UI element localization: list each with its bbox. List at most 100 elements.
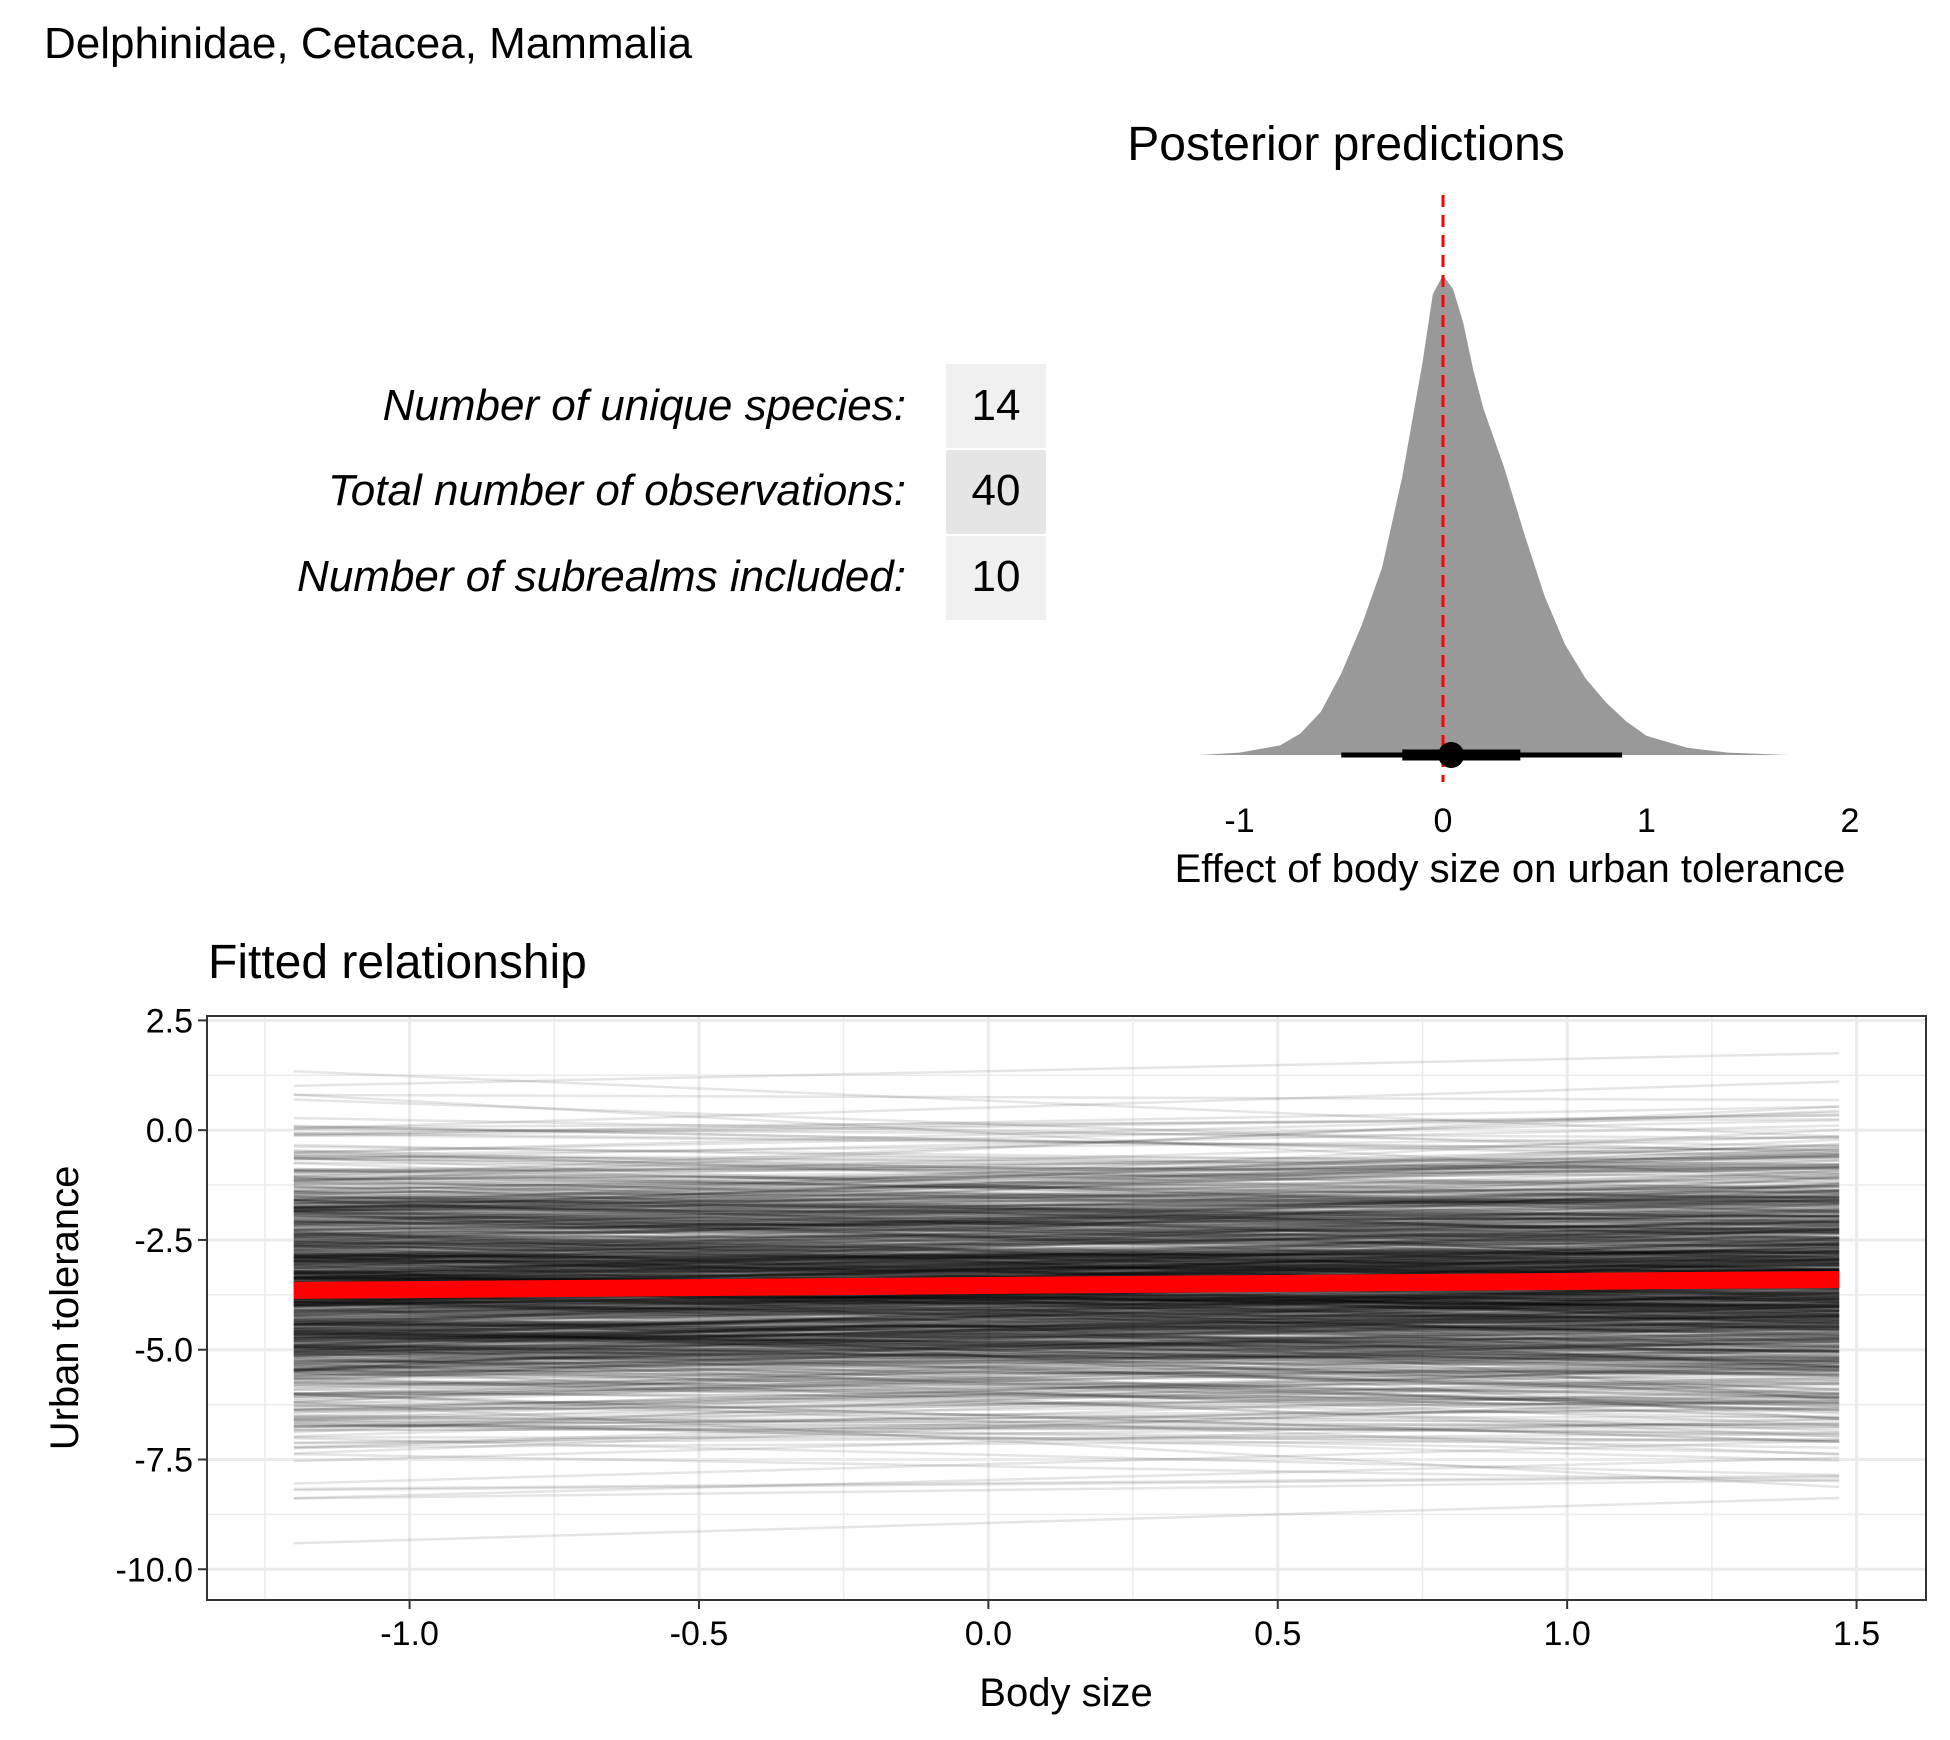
posterior-draw-line [293,1205,1840,1213]
posterior-draw-line [293,1197,1840,1206]
posterior-draw-line [293,1195,1840,1287]
posterior-draw-line [293,1342,1840,1356]
fitted-x-tick-label: 1.5 [1833,1615,1880,1653]
posterior-draw-line [293,1244,1840,1271]
posterior-draw-line [293,1355,1840,1360]
posterior-draw-line [293,1182,1840,1193]
posterior-draw-line [293,1339,1840,1381]
fitted-x-tick-label: 0.0 [965,1615,1012,1653]
posterior-draw-line [293,1251,1840,1258]
posterior-draw-line [293,1375,1840,1432]
posterior-draw-line [293,1209,1840,1224]
posterior-x-tick-label: -1 [1224,802,1254,840]
posterior-draw-line [293,1323,1840,1374]
posterior-draw-line [293,1350,1840,1363]
posterior-draw-line [293,1301,1840,1323]
fitted-x-tick-label: 0.5 [1254,1615,1301,1653]
posterior-draw-line [293,1199,1840,1246]
posterior-draw-line [293,1189,1840,1207]
posterior-draw-line [293,1183,1840,1210]
posterior-draw-line [293,1263,1840,1272]
posterior-draw-line [293,1269,1840,1278]
posterior-draw-line [293,1338,1840,1349]
posterior-draw-line [293,1422,1840,1455]
posterior-draw-line [293,1184,1840,1247]
posterior-draw-line [293,1335,1840,1369]
posterior-draw-line [293,1395,1840,1412]
posterior-draw-line [293,1227,1840,1247]
posterior-draw-line [293,1128,1840,1209]
posterior-draw-line [293,1374,1840,1423]
posterior-draw-line [293,1252,1840,1264]
posterior-draw-line [293,1293,1840,1301]
posterior-draw-line [293,1149,1840,1205]
posterior-draw-line [293,1340,1840,1376]
posterior-draw-line [293,1298,1840,1332]
posterior-draw-line [293,1331,1840,1373]
posterior-draw-line [293,1220,1840,1228]
posterior-draw-line [293,1297,1840,1304]
posterior-draw-line [293,1331,1840,1363]
posterior-draw-line [293,1296,1840,1369]
posterior-draw-line [293,1383,1840,1412]
fitted-y-tick-label: 2.5 [146,1002,193,1040]
posterior-draw-line [293,1238,1840,1286]
posterior-draw-line [293,1314,1840,1355]
posterior-draw-line [293,1306,1840,1343]
posterior-draw-line [293,1253,1840,1286]
posterior-draw-line [293,1368,1840,1414]
posterior-draw-line [293,1195,1840,1227]
posterior-draw-line [293,1406,1840,1428]
posterior-draw-line [293,1244,1840,1262]
posterior-draw-line [293,1329,1840,1340]
posterior-draw-line [293,1205,1840,1227]
posterior-draw-line [293,1191,1840,1212]
posterior-draw-line [293,1320,1840,1355]
posterior-draw-line [293,1314,1840,1345]
posterior-draw-line [293,1226,1840,1234]
posterior-draw-line [293,1192,1840,1245]
posterior-draw-line [293,1291,1840,1307]
posterior-draw-line [293,1293,1840,1347]
table-cell-bg-subrealms [946,536,1046,620]
posterior-draw-line [293,1161,1840,1175]
posterior-draw-line [293,1343,1840,1399]
posterior-draw-line [293,1093,1840,1182]
posterior-draw-line [293,1317,1840,1339]
posterior-draw-line [293,1319,1840,1355]
posterior-draw-line [293,1357,1840,1375]
posterior-draw-line [293,1291,1840,1302]
posterior-draw-line [293,1214,1840,1227]
posterior-draw-line [293,1236,1840,1253]
posterior-draw-line [293,1368,1840,1398]
posterior-draw-line [293,1195,1840,1228]
posterior-draw-line [293,1398,1840,1450]
posterior-draw-line [293,1369,1840,1376]
posterior-draw-line [293,1155,1840,1175]
posterior-draw-line [293,1205,1840,1260]
posterior-draw-line [293,1331,1840,1360]
posterior-draw-line [293,1376,1840,1429]
posterior-draw-line [293,1337,1840,1399]
posterior-draw-line [293,1314,1840,1318]
posterior-draw-line [293,1356,1840,1406]
posterior-draw-line [293,1241,1840,1276]
posterior-draw-line [293,1339,1840,1379]
posterior-draw-line [293,1309,1840,1320]
posterior-draw-line [293,1395,1840,1455]
posterior-draw-line [293,1243,1840,1266]
posterior-draw-line [293,1176,1840,1266]
posterior-draw-line [293,1214,1840,1232]
posterior-draw-line [293,1116,1840,1148]
posterior-draw-line [293,1248,1840,1271]
posterior-draw-line [293,1322,1840,1370]
posterior-draw-line [293,1319,1840,1351]
posterior-draw-line [293,1345,1840,1373]
posterior-draw-line [293,1269,1840,1274]
posterior-draw-line [293,1240,1840,1246]
posterior-draw-line [293,1209,1840,1218]
posterior-draw-line [293,1198,1840,1219]
posterior-draw-line [293,1248,1840,1253]
posterior-draw-line [293,1165,1840,1191]
posterior-draw-line [293,1194,1840,1216]
